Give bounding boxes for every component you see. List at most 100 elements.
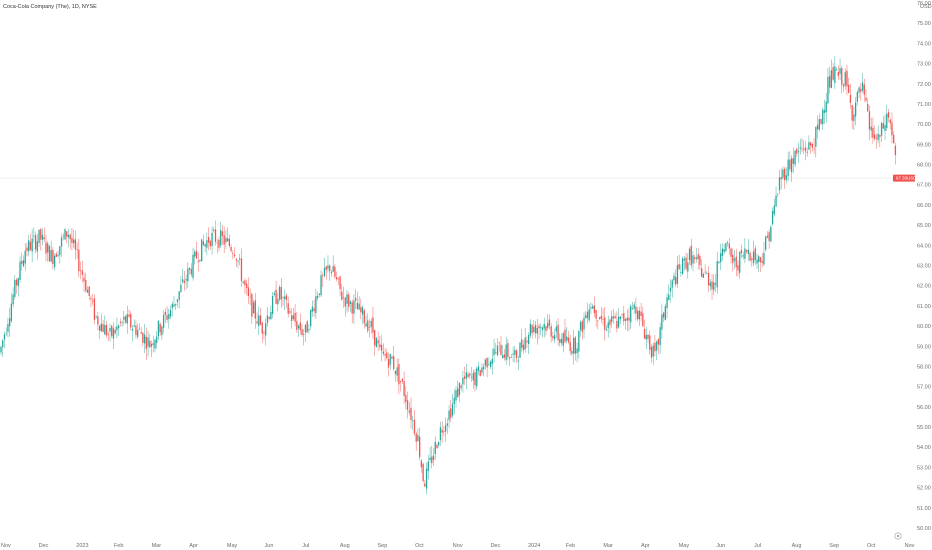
candle-body [893, 134, 895, 144]
candle-body [875, 137, 878, 139]
candle-body [389, 354, 391, 365]
candle-body [725, 243, 727, 251]
candle-body [361, 307, 364, 315]
candle-body [188, 268, 191, 270]
candle-body [277, 299, 279, 305]
candle-body [818, 119, 820, 130]
candle-body [884, 125, 886, 131]
candle-body [391, 356, 393, 359]
candle-body [78, 249, 80, 272]
x-tick-label: Jun [265, 543, 274, 549]
x-tick-label: Aug [792, 543, 802, 549]
candle-body [284, 296, 286, 300]
candle-body [740, 249, 743, 254]
candle-body [17, 278, 19, 287]
x-tick-label: May [227, 543, 238, 549]
candle-body [455, 390, 457, 401]
candle-body [161, 326, 163, 336]
candle-body [270, 312, 272, 320]
candle-body [268, 316, 270, 319]
candle-body [275, 289, 277, 304]
candle-body [90, 298, 92, 300]
candle-body [879, 135, 881, 137]
candle-body [329, 265, 331, 272]
candle-body [823, 109, 826, 113]
candle-body [66, 231, 68, 237]
candle-body [751, 258, 753, 260]
candle-body [335, 277, 338, 280]
candle-body [311, 306, 314, 312]
candle-body [889, 119, 891, 124]
candle-body [169, 310, 172, 317]
candle-body [777, 193, 779, 195]
candle-body [434, 441, 436, 455]
candle-body [59, 246, 61, 256]
candle-body [662, 312, 665, 318]
candle-body [495, 352, 497, 353]
candle-body [668, 294, 670, 301]
x-tick-label: Sep [829, 543, 839, 549]
price-axis[interactable]: 76.00 75.00 74.00 73.00 72.00 71.00 70.00 69.00… [917, 1, 931, 532]
candle-body [664, 306, 666, 320]
candle-body [356, 302, 359, 310]
candle-body [799, 147, 801, 149]
candle-body [657, 339, 660, 345]
candle-body [576, 348, 578, 354]
candle-body [247, 287, 250, 297]
candle-body [83, 277, 85, 282]
y-tick-label: 68.00 [917, 163, 931, 169]
candle-body [398, 364, 400, 385]
candle-body [853, 114, 855, 121]
y-tick-label: 66.00 [917, 203, 931, 209]
candle-body [643, 329, 646, 339]
candle-body [891, 122, 893, 136]
candle-body [880, 123, 883, 136]
candle-body [15, 279, 18, 286]
x-tick-label: Nov [453, 543, 463, 549]
candle-body [735, 256, 737, 268]
candle-body [790, 158, 793, 173]
candle-body [64, 229, 66, 240]
candle-body [507, 342, 509, 358]
candle-body [289, 311, 291, 313]
x-tick-label: Nov [905, 543, 915, 549]
candle-body [671, 280, 673, 288]
candle-body [372, 317, 374, 333]
candle-body [782, 169, 784, 178]
time-axis[interactable]: Nov Dec 2023 Feb Mar Apr May Jun Jul Aug Sep Oct Nov… [1, 543, 915, 549]
candle-body [557, 324, 559, 340]
candle-layer [0, 56, 897, 495]
y-tick-label: 65.00 [917, 223, 931, 229]
candle-body [597, 320, 599, 322]
candle-body [185, 278, 187, 281]
candle-body [830, 70, 833, 88]
last-price-value: 67.33 [896, 176, 908, 181]
candle-body [53, 255, 56, 268]
candle-body [358, 303, 360, 310]
candle-body [808, 142, 810, 150]
candle-body [195, 250, 198, 259]
candle-body [756, 259, 758, 264]
candle-body [702, 273, 705, 278]
candle-body [714, 283, 717, 285]
candle-body [636, 310, 639, 320]
candle-body [488, 363, 490, 365]
currency-label: USD [920, 4, 932, 10]
last-price-badge: 67.33 USD [893, 174, 916, 182]
chart-settings-button[interactable] [894, 532, 902, 540]
candle-body [413, 419, 416, 434]
y-tick-label: 51.00 [917, 506, 931, 512]
candle-body [508, 357, 511, 359]
candle-body [377, 340, 379, 344]
y-tick-label: 69.00 [917, 142, 931, 148]
candle-body [157, 320, 160, 337]
candle-body [334, 266, 336, 278]
candle-body [773, 205, 775, 215]
y-tick-label: 61.00 [917, 304, 931, 310]
candle-body [872, 127, 874, 138]
candle-body [93, 298, 96, 320]
candle-body [604, 317, 606, 330]
candle-body [569, 341, 571, 352]
candle-body [254, 300, 256, 319]
candle-body [67, 234, 70, 238]
